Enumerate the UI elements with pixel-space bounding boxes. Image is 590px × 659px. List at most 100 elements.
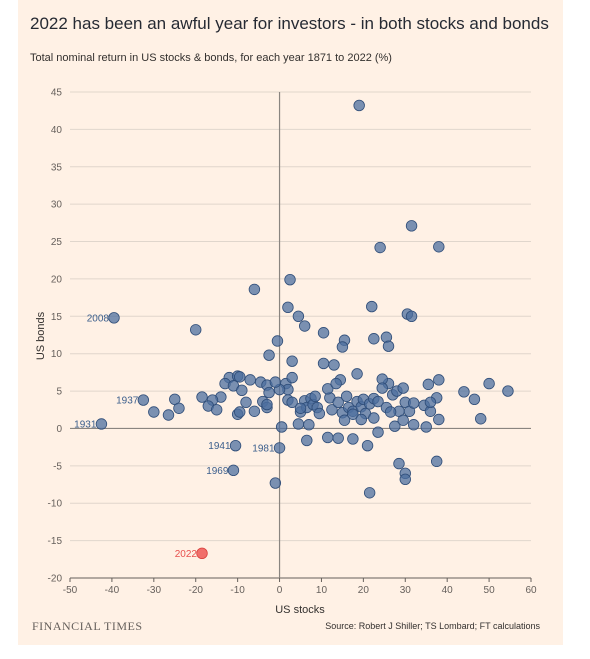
labeled-data-point [95, 418, 108, 430]
data-point [433, 413, 445, 426]
data-point [298, 320, 311, 332]
data-point [263, 349, 275, 361]
data-point [286, 355, 298, 367]
x-axis-title: US stocks [275, 604, 325, 616]
gridlines [70, 91, 531, 579]
data-point [294, 402, 307, 414]
y-tick-label: 25 [51, 237, 63, 248]
labeled-data-point [196, 547, 208, 560]
data-point [372, 426, 384, 438]
data-point [301, 434, 313, 447]
data-point [173, 402, 185, 414]
x-tick-label: -50 [63, 585, 78, 596]
data-point [372, 395, 384, 408]
data-point [424, 396, 437, 408]
data-point [328, 359, 340, 371]
data-point [376, 382, 388, 394]
data-point [248, 283, 261, 296]
data-point [332, 396, 344, 408]
data-point [269, 477, 282, 489]
data-point [309, 390, 321, 403]
data-point [292, 418, 305, 430]
data-point [271, 335, 284, 347]
x-tick-label: 20 [358, 585, 370, 596]
data-point [322, 431, 334, 444]
data-point [405, 310, 418, 323]
x-tick-label: 30 [400, 585, 412, 596]
y-axis-title: US bonds [35, 311, 47, 360]
y-tick-label: -20 [48, 574, 63, 585]
data-point [368, 412, 380, 424]
x-tick-label: -40 [105, 585, 120, 596]
data-point [326, 404, 338, 416]
data-point [244, 374, 256, 386]
data-point [382, 340, 395, 352]
data-point [355, 413, 367, 426]
year-label: 1931 [74, 419, 97, 430]
data-point [347, 433, 359, 445]
chart-subtitle: Total nominal return in US stocks & bond… [30, 52, 392, 64]
y-tick-label: -15 [48, 536, 63, 547]
labeled-data-point [108, 312, 120, 324]
data-point [340, 390, 353, 403]
data-point [313, 407, 326, 420]
data-point [336, 341, 349, 353]
y-tick-label: 5 [56, 387, 62, 398]
data-point [148, 406, 160, 418]
chart-card [18, 0, 563, 645]
data-point [433, 374, 445, 386]
data-point [322, 383, 334, 395]
data-point [483, 377, 495, 390]
x-tick-label: -10 [230, 585, 245, 596]
labeled-data-point [273, 442, 286, 454]
data-point [407, 419, 420, 431]
y-tick-label: 30 [51, 200, 63, 211]
y-tick-label: 40 [51, 125, 63, 136]
data-point [332, 432, 344, 444]
data-point [303, 419, 315, 431]
x-tick-label: 60 [525, 585, 537, 596]
data-point [284, 273, 296, 286]
y-tick-label: 0 [56, 424, 62, 435]
data-point [422, 378, 435, 391]
data-point [397, 382, 409, 394]
x-tick-label: 0 [277, 585, 283, 596]
data-point [353, 99, 365, 112]
data-point [317, 327, 330, 339]
y-tick-label: 45 [51, 88, 63, 99]
y-tick-label: 35 [51, 162, 63, 173]
year-label: 1937 [116, 396, 139, 407]
zero-axes [70, 92, 531, 579]
data-point [363, 487, 376, 499]
data-point [190, 324, 202, 336]
data-point [330, 377, 342, 390]
chart-title: 2022 has been an awful year for investor… [30, 14, 549, 33]
data-point [286, 396, 298, 408]
data-point [240, 396, 252, 408]
x-tick-label: -30 [147, 585, 162, 596]
y-tick-label: 20 [51, 274, 63, 285]
data-point [393, 457, 405, 470]
data-point [351, 368, 363, 380]
data-point [234, 371, 246, 383]
year-label: 2008 [87, 313, 110, 324]
data-point [468, 393, 481, 406]
labeled-data-point [227, 464, 240, 477]
data-point [248, 405, 261, 417]
data-point [282, 301, 294, 314]
y-tick-label: -10 [48, 499, 63, 510]
data-point [210, 404, 223, 416]
data-point [458, 386, 470, 398]
data-point [162, 409, 175, 421]
year-labels: 2008 1937 1931 1941 1981 1969 2022 [74, 313, 275, 560]
labeled-data-point [229, 439, 242, 452]
data-point [475, 413, 487, 425]
data-point [286, 371, 298, 384]
data-point [263, 386, 275, 399]
year-label: 1969 [206, 466, 229, 477]
year-label: 1941 [208, 441, 231, 452]
y-tick-label: 15 [51, 312, 63, 323]
data-point [397, 414, 409, 426]
data-point [317, 357, 330, 370]
